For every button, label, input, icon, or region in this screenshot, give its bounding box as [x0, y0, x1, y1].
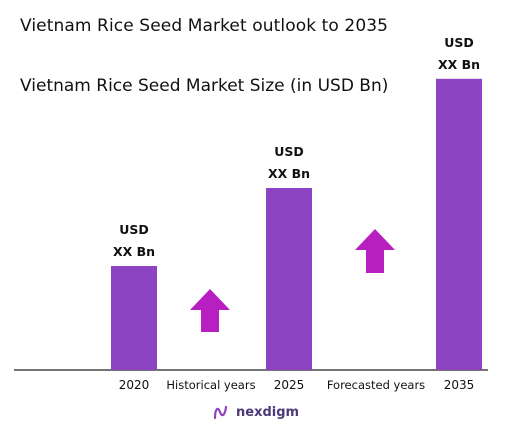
- growth-arrow-icon-1: [190, 289, 230, 332]
- period-label-1: Historical years: [166, 378, 255, 392]
- growth-arrow-icon-2: [355, 229, 395, 273]
- brand-logo: nexdigm: [212, 403, 299, 421]
- nexdigm-logo-icon: [213, 405, 228, 420]
- bar-2025: [266, 188, 312, 370]
- bar-2035: [436, 78, 482, 371]
- period-label-2: Forecasted years: [327, 378, 425, 392]
- data-label-2035-line1: USD: [444, 35, 474, 50]
- chart-subtitle: Vietnam Rice Seed Market Size (in USD Bn…: [20, 76, 389, 96]
- x-tick-2025: 2025: [274, 378, 305, 392]
- data-label-2025-line2: XX Bn: [268, 166, 310, 181]
- data-label-2020-line2: XX Bn: [113, 244, 155, 259]
- brand-name: nexdigm: [236, 404, 300, 420]
- x-tick-2035: 2035: [444, 378, 475, 392]
- data-label-2035-line2: XX Bn: [438, 57, 480, 72]
- x-tick-2020: 2020: [119, 378, 150, 392]
- data-label-2020-line1: USD: [119, 222, 149, 237]
- bar-2020: [111, 266, 157, 370]
- page-title: Vietnam Rice Seed Market outlook to 2035: [20, 16, 389, 36]
- data-label-2025-line1: USD: [274, 144, 304, 159]
